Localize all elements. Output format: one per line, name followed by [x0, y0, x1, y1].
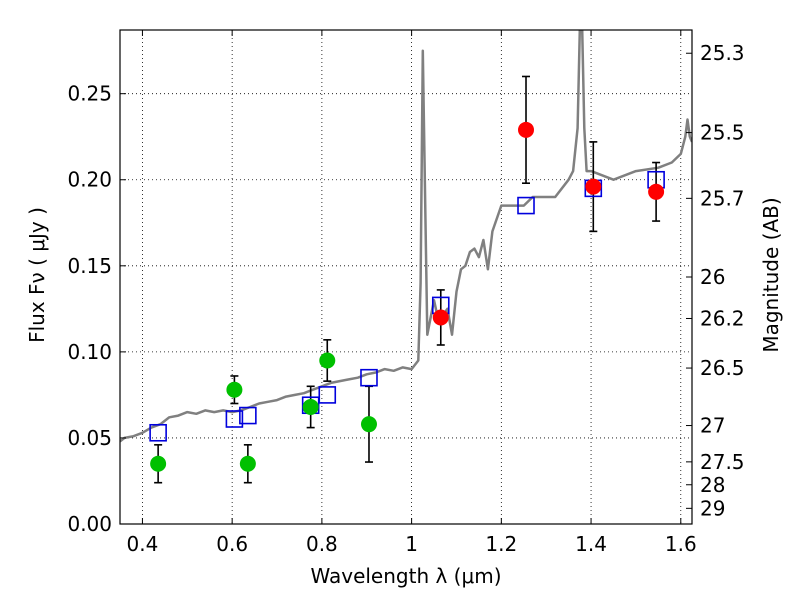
y-tick-label: 0.25	[67, 82, 112, 106]
y-tick-label: 0.15	[67, 254, 112, 278]
red-measurement-point	[585, 178, 602, 195]
x-tick-label: 1.6	[665, 532, 697, 556]
y-tick-label: 0.10	[67, 340, 112, 364]
model-photometry-square	[517, 196, 535, 215]
red-measurement-point	[432, 309, 449, 326]
magnitude-tick-label: 27.5	[700, 450, 745, 474]
magnitude-tick-label: 25.7	[700, 186, 745, 210]
model-photometry-squares	[149, 170, 665, 442]
x-tick-label: 1	[405, 532, 418, 556]
magnitude-tick-label: 25.5	[700, 121, 745, 145]
y-axis-ticks: 0.00 0.05 0.10 0.15 0.20 0.25	[67, 82, 126, 536]
measured-points	[150, 121, 665, 472]
grid-lines	[120, 30, 692, 524]
magnitude-tick-label: 25.3	[700, 41, 745, 65]
magnitude-tick-label: 28	[700, 473, 725, 497]
model-photometry-square	[225, 410, 244, 428]
magnitude-axis-label: Magnitude (AB)	[759, 197, 783, 352]
x-tick-label: 1.4	[575, 532, 607, 556]
y-tick-label: 0.00	[67, 512, 112, 536]
model-spectrum	[120, 30, 692, 443]
green-measurement-point	[360, 416, 377, 433]
green-measurement-point	[150, 455, 167, 472]
y-axis-label: Flux Fν ( μJy )	[25, 207, 49, 343]
x-tick-label: 1.2	[485, 532, 517, 556]
magnitude-tick-label: 29	[700, 496, 725, 520]
green-measurement-point	[239, 455, 256, 472]
x-tick-label: 0.4	[127, 532, 159, 556]
model-photometry-square	[149, 423, 167, 442]
magnitude-tick-label: 26.2	[700, 306, 745, 330]
magnitude-tick-label: 27	[700, 414, 725, 438]
x-axis-ticks: 0.4 0.6 0.8 1 1.2 1.4 1.6	[127, 30, 697, 556]
y-tick-label: 0.05	[67, 426, 112, 450]
green-measurement-point	[302, 398, 319, 415]
y-tick-label: 0.20	[67, 168, 112, 192]
model-photometry-square	[239, 406, 257, 425]
green-measurement-point	[319, 352, 336, 369]
model-photometry-square	[318, 386, 337, 404]
plot-frame	[119, 29, 693, 525]
green-measurement-point	[226, 381, 243, 398]
red-measurement-point	[518, 121, 535, 138]
x-tick-label: 0.6	[216, 532, 248, 556]
magnitude-tick-label: 26	[700, 265, 725, 289]
model-spectrum-line	[120, 30, 692, 443]
magnitude-tick-label: 26.5	[700, 356, 745, 380]
model-photometry-square	[360, 368, 378, 387]
x-tick-label: 0.8	[306, 532, 338, 556]
red-measurement-point	[648, 183, 665, 200]
x-axis-label: Wavelength λ (μm)	[310, 564, 501, 588]
